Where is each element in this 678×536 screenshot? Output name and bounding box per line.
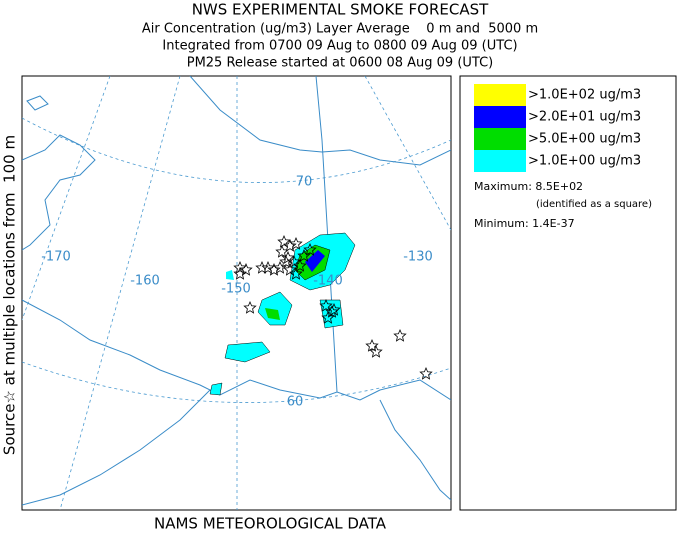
lon-line — [364, 76, 451, 231]
source-star — [293, 258, 307, 272]
legend-label: >2.0E+01 ug/m3 — [528, 110, 641, 125]
grid-label: 70 — [296, 175, 313, 190]
maximum-note: (identified as a square) — [536, 199, 652, 210]
legend-swatch — [474, 106, 526, 128]
grid-label: -170 — [41, 250, 71, 265]
source-star — [319, 298, 333, 312]
grid-label: 60 — [287, 395, 304, 410]
source-star — [283, 262, 297, 276]
coast — [22, 299, 451, 401]
plume — [224, 341, 271, 363]
source-star — [281, 250, 295, 264]
source-star — [261, 260, 275, 274]
grid-label: -160 — [130, 274, 160, 289]
grid-label: -130 — [403, 250, 433, 265]
title: NWS EXPERIMENTAL SMOKE FORECAST — [192, 1, 489, 19]
source-star — [289, 236, 303, 250]
maximum: Maximum: 8.5E+02 — [474, 180, 583, 193]
lon-line — [22, 76, 111, 321]
coast — [22, 134, 96, 251]
subtitle: Integrated from 0700 09 Aug to 0800 09 A… — [162, 39, 517, 54]
grid-label: -150 — [221, 282, 251, 297]
grid-label: -140 — [313, 274, 343, 289]
minimum: Minimum: 1.4E-37 — [474, 217, 575, 230]
source-star — [277, 234, 291, 248]
plume — [305, 250, 325, 272]
source-star — [289, 266, 303, 280]
legend-label: >1.0E+00 ug/m3 — [528, 154, 641, 169]
subtitle: Air Concentration (ug/m3) Layer Average … — [142, 22, 538, 37]
source-star — [327, 302, 341, 316]
legend-swatch — [474, 150, 526, 172]
source-star — [365, 338, 379, 352]
source-star — [243, 300, 257, 314]
source-star — [239, 262, 253, 276]
island — [26, 95, 49, 111]
source-star — [279, 254, 293, 268]
source-star — [267, 262, 281, 276]
source-star — [325, 304, 339, 318]
legend: >1.0E+02 ug/m3 >2.0E+01 ug/m3 >5.0E+00 ug/… — [459, 75, 677, 511]
source-star — [303, 242, 317, 256]
legend-swatch — [474, 128, 526, 150]
source-star — [233, 266, 247, 280]
coast — [379, 399, 451, 501]
subtitle: PM25 Release started at 0600 08 Aug 09 (… — [187, 56, 494, 71]
source-star — [393, 328, 407, 342]
source-star — [369, 344, 383, 358]
source-star — [275, 244, 289, 258]
source-star — [321, 310, 335, 324]
footer: NAMS METEOROLOGICAL DATA — [154, 515, 387, 533]
map: -170 -160 -150 -140 -130 70 60 — [21, 75, 452, 511]
coast — [22, 389, 211, 506]
side-label: Source☆ at multiple locations from 100 m — [1, 135, 19, 455]
legend-label: >5.0E+00 ug/m3 — [528, 132, 641, 147]
plume — [226, 270, 234, 280]
source-star — [283, 238, 297, 252]
lat-line — [22, 361, 451, 403]
legend-label: >1.0E+02 ug/m3 — [528, 88, 641, 103]
source-star — [233, 260, 247, 274]
plume — [265, 308, 280, 320]
legend-swatch — [474, 84, 526, 106]
plume — [209, 382, 223, 396]
coast — [189, 76, 451, 166]
plume — [257, 291, 293, 326]
map-frame — [21, 75, 452, 511]
source-star — [419, 366, 433, 380]
